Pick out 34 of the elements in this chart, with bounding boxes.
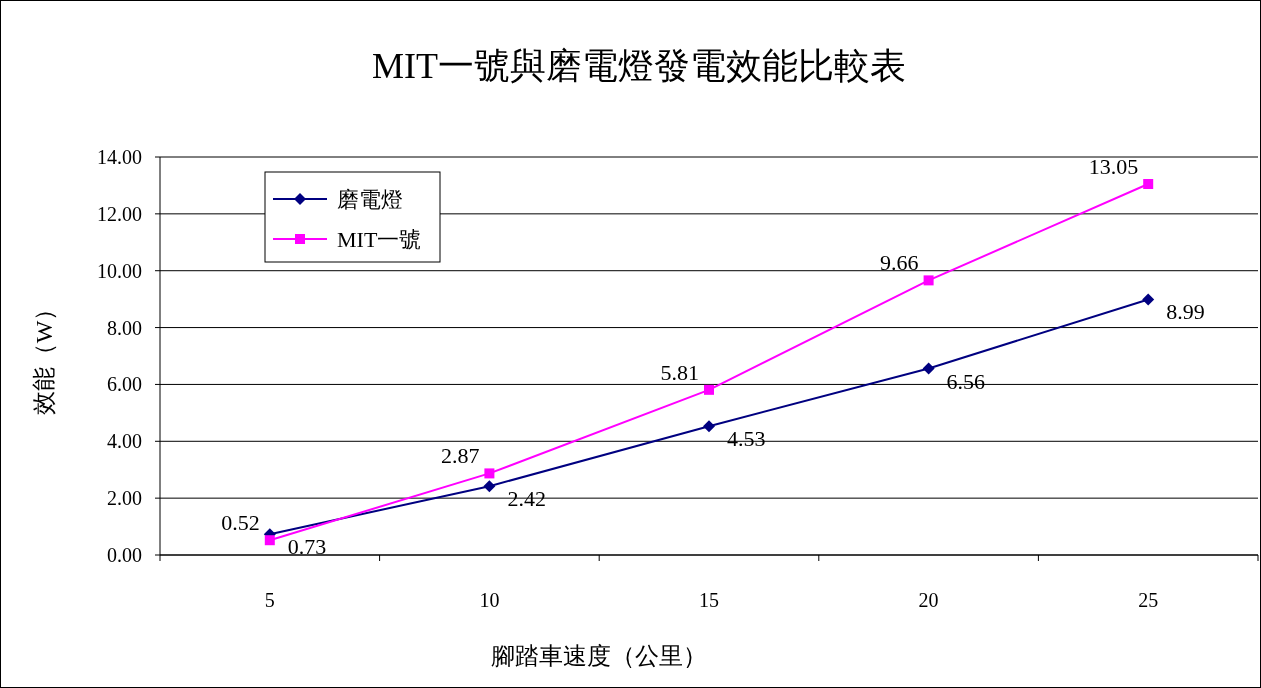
data-label: 8.99	[1166, 299, 1205, 325]
point	[923, 275, 934, 286]
point	[1143, 179, 1154, 190]
point	[264, 535, 275, 546]
legend-label: 磨電燈	[337, 187, 403, 212]
data-label: 0.52	[221, 510, 260, 536]
x-tick-label: 10	[479, 589, 500, 611]
y-tick-label: 8.00	[107, 316, 142, 339]
data-label: 9.66	[880, 250, 919, 276]
legend-label: MIT一號	[337, 227, 422, 252]
y-tick-label: 14.00	[97, 146, 142, 168]
y-tick-label: 0.00	[107, 544, 142, 566]
point	[704, 384, 714, 395]
point	[483, 480, 496, 493]
data-label: 5.81	[660, 359, 699, 385]
point	[922, 362, 935, 375]
y-tick-label: 2.00	[107, 487, 142, 510]
point	[484, 468, 495, 479]
y-tick-label: 6.00	[107, 373, 142, 396]
y-tick-label: 10.00	[97, 259, 142, 282]
data-label: 13.05	[1088, 154, 1139, 180]
x-axis-title: 腳踏車速度（公里）	[491, 643, 707, 669]
data-label: 2.87	[440, 443, 480, 469]
point	[703, 420, 715, 433]
y-tick-label: 4.00	[107, 430, 142, 453]
chart-title: MIT一號與磨電燈發電效能比較表	[372, 46, 906, 86]
x-tick-label: 15	[699, 589, 719, 611]
y-axis-title: 效能（W）	[31, 296, 57, 416]
data-label: 0.73	[287, 534, 327, 560]
x-tick-label: 20	[918, 589, 939, 611]
y-tick-label: 12.00	[97, 202, 142, 225]
x-tick-label: 25	[1138, 589, 1159, 611]
point	[1142, 293, 1155, 306]
x-tick-label: 5	[264, 589, 275, 611]
